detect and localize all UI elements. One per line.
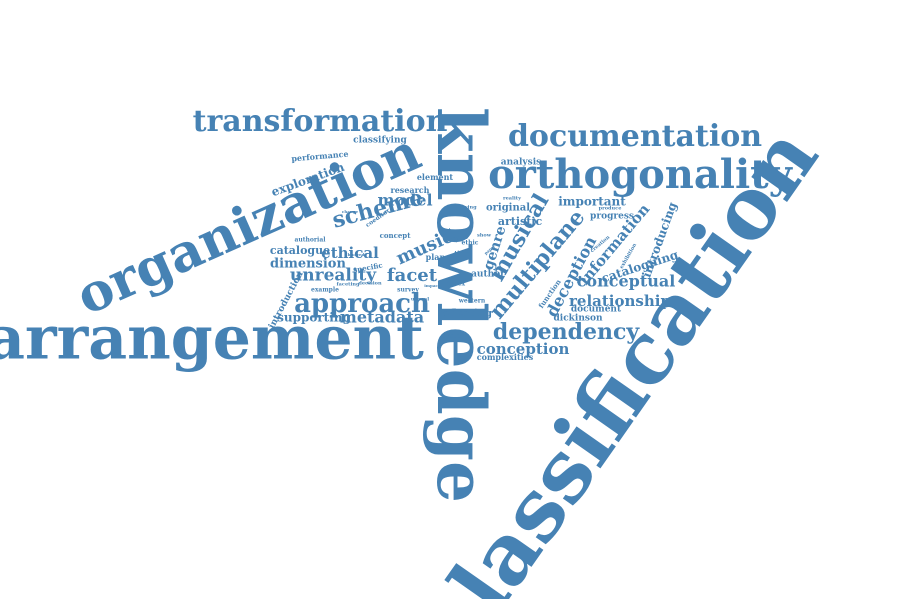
cloud-word-western: western — [458, 298, 486, 305]
cloud-word-progress: progress — [590, 212, 634, 222]
cloud-word-research: research — [391, 185, 430, 195]
cloud-word-faceting: faceting — [337, 282, 360, 288]
cloud-word-classifying: classifying — [353, 136, 407, 146]
cloud-word-reflecting: reflecting — [438, 309, 492, 320]
cloud-word-metadata: metadata — [340, 308, 424, 327]
cloud-word-survey: survey — [397, 287, 419, 294]
cloud-word-catalogue: catalogue — [270, 244, 330, 257]
cloud-word-produce: produce — [599, 206, 622, 212]
cloud-word-dimension: dimension — [270, 257, 346, 272]
cloud-word-change: change — [342, 209, 359, 214]
cloud-word-reality: reality — [503, 196, 522, 202]
cloud-word-artistic: artistic — [498, 215, 543, 228]
cloud-word-authorial: authorial — [295, 237, 327, 244]
cloud-word-original: original — [486, 203, 530, 214]
cloud-word-element: element — [417, 172, 454, 182]
cloud-word-part: part — [439, 228, 451, 234]
cloud-word-system: system — [441, 331, 469, 340]
cloud-word-documentation: documentation — [508, 119, 762, 154]
cloud-word-index: index — [447, 281, 466, 288]
cloud-word-analysis: analysis — [501, 158, 541, 168]
cloud-word-transformation: transformation — [193, 104, 448, 139]
cloud-word-document: document — [571, 305, 622, 315]
cloud-word-time: time — [454, 251, 469, 258]
cloud-word-concept: concept — [380, 231, 412, 240]
cloud-word-show: show — [477, 233, 492, 239]
cloud-word-ethic: ethic — [462, 240, 479, 247]
cloud-word-author: author — [471, 270, 505, 280]
cloud-word-unreal: unreal — [411, 297, 429, 303]
cloud-word-supporting: supporting — [277, 311, 351, 325]
cloud-word-complexities: complexities — [477, 352, 534, 362]
cloud-word-decision: decision — [358, 281, 382, 287]
cloud-word-plane: plane — [426, 252, 451, 262]
cloud-word-example: example — [311, 287, 339, 294]
cloud-word-dickinson: dickinson — [553, 314, 602, 324]
cloud-word-loving: loving — [459, 205, 477, 211]
cloud-word-impact: impact — [424, 283, 440, 288]
word-cloud-words: classificationknowledgearrangementorgani… — [0, 104, 837, 599]
cloud-word-blurred: blurred — [348, 252, 365, 257]
cloud-word-report: report — [441, 184, 459, 190]
